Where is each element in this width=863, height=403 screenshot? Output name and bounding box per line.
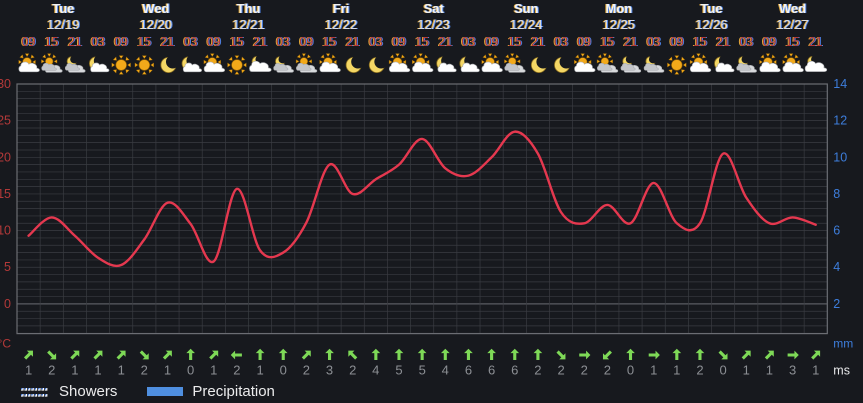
svg-text:3: 3 xyxy=(789,363,796,378)
svg-text:ms: ms xyxy=(833,364,850,378)
svg-text:10: 10 xyxy=(0,224,11,238)
svg-text:8: 8 xyxy=(833,187,840,201)
svg-text:0: 0 xyxy=(4,297,11,311)
svg-text:1: 1 xyxy=(256,363,263,378)
svg-text:4: 4 xyxy=(833,260,840,274)
svg-text:15: 15 xyxy=(0,187,11,201)
svg-text:0: 0 xyxy=(280,363,287,378)
svg-text:5: 5 xyxy=(395,363,402,378)
svg-text:0: 0 xyxy=(627,363,634,378)
svg-text:4: 4 xyxy=(442,363,449,378)
svg-text:1: 1 xyxy=(71,363,78,378)
svg-text:5: 5 xyxy=(419,363,426,378)
svg-text:1: 1 xyxy=(210,363,217,378)
svg-text:25: 25 xyxy=(0,114,11,128)
svg-text:2: 2 xyxy=(696,363,703,378)
svg-text:12: 12 xyxy=(833,114,847,128)
svg-text:20: 20 xyxy=(0,150,11,164)
svg-text:6: 6 xyxy=(465,363,472,378)
svg-text:3: 3 xyxy=(326,363,333,378)
svg-text:1: 1 xyxy=(118,363,125,378)
svg-text:30: 30 xyxy=(0,77,11,91)
svg-text:1: 1 xyxy=(650,363,657,378)
svg-text:4: 4 xyxy=(372,363,379,378)
svg-text:2: 2 xyxy=(534,363,541,378)
svg-text:1: 1 xyxy=(673,363,680,378)
svg-text:mm: mm xyxy=(833,337,853,351)
svg-text:2: 2 xyxy=(349,363,356,378)
svg-text:1: 1 xyxy=(164,363,171,378)
svg-text:2: 2 xyxy=(604,363,611,378)
svg-text:5: 5 xyxy=(4,260,11,274)
svg-text:2: 2 xyxy=(48,363,55,378)
svg-text:14: 14 xyxy=(833,77,847,91)
svg-text:2: 2 xyxy=(233,363,240,378)
svg-text:1: 1 xyxy=(743,363,750,378)
svg-text:2: 2 xyxy=(581,363,588,378)
svg-text:2: 2 xyxy=(141,363,148,378)
svg-text:1: 1 xyxy=(812,363,819,378)
svg-text:1: 1 xyxy=(766,363,773,378)
svg-text:°C: °C xyxy=(0,337,11,351)
svg-text:2: 2 xyxy=(833,297,840,311)
svg-text:1: 1 xyxy=(94,363,101,378)
svg-text:2: 2 xyxy=(557,363,564,378)
svg-text:2: 2 xyxy=(303,363,310,378)
svg-text:0: 0 xyxy=(187,363,194,378)
svg-text:1: 1 xyxy=(25,363,32,378)
svg-text:6: 6 xyxy=(488,363,495,378)
svg-text:6: 6 xyxy=(511,363,518,378)
svg-text:10: 10 xyxy=(833,150,847,164)
svg-text:0: 0 xyxy=(719,363,726,378)
svg-text:6: 6 xyxy=(833,224,840,238)
